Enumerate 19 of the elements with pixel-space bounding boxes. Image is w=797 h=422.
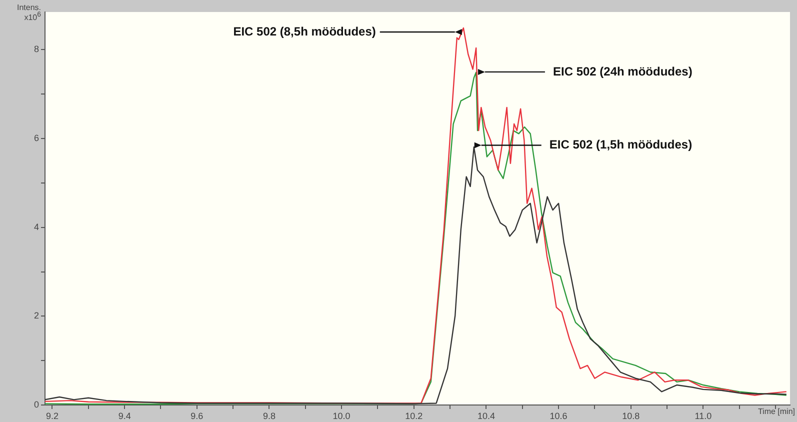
x-tick-label: 11.0 — [694, 410, 712, 421]
annotation: EIC 502 (1,5h möödudes) — [549, 138, 692, 152]
y-tick-label: 4 — [34, 222, 39, 232]
x-tick-label: 10.0 — [332, 410, 350, 421]
y-tick-label: 2 — [34, 310, 39, 321]
y-tick-label: 8 — [34, 44, 39, 54]
x-tick-label: 10.6 — [550, 410, 568, 421]
y-tick-label: 6 — [34, 133, 39, 144]
x-tick-label: 9.4 — [118, 410, 131, 421]
x-tick-label: 9.6 — [190, 410, 204, 421]
x-tick-label: 9.2 — [46, 410, 58, 421]
x-tick-label: 9.8 — [262, 410, 276, 421]
annotation: EIC 502 (24h möödudes) — [552, 64, 692, 78]
x-tick-label: 10.4 — [477, 410, 495, 421]
annotation: EIC 502 (8,5h möödudes) — [233, 24, 376, 38]
x-tick-label: 10.8 — [622, 410, 640, 421]
x-tick-label: 10.2 — [405, 410, 423, 421]
x-axis-title: Time [min] — [758, 407, 795, 416]
y-tick-label: 0 — [34, 399, 39, 410]
